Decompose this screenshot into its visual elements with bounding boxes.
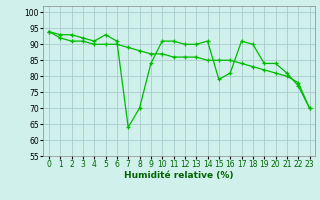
- X-axis label: Humidité relative (%): Humidité relative (%): [124, 171, 234, 180]
